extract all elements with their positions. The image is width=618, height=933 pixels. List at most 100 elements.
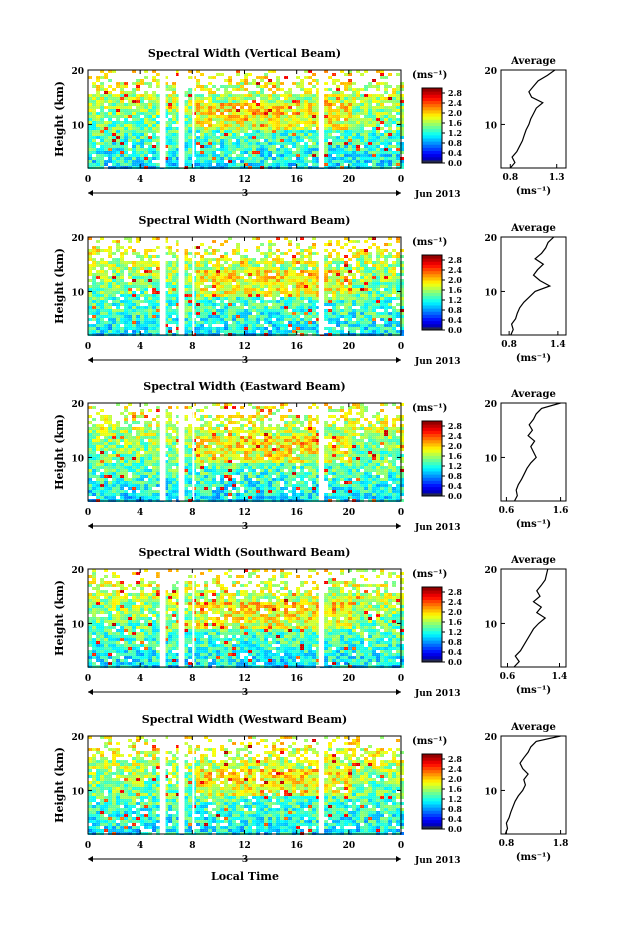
month-label: Jun 2013: [414, 357, 461, 367]
data-gap: [160, 237, 166, 335]
colorbar-tick-label: 0.0: [448, 325, 462, 335]
x-tick-label: 8: [189, 342, 195, 352]
colorbar-segment: [422, 277, 442, 281]
colorbar-tick-label: 0.8: [448, 138, 462, 148]
colorbar-segment: [422, 157, 442, 161]
x-tick-label: 0: [398, 342, 404, 352]
y-tick-label: 20: [71, 234, 84, 244]
x-tick-label: 0: [85, 175, 91, 185]
profile-y-tick-label: 10: [484, 288, 497, 298]
colorbar-segment: [422, 97, 442, 101]
colorbar-segment: [422, 132, 442, 136]
day-axis-end-marker: [396, 357, 401, 363]
x-tick-label: 12: [238, 342, 251, 352]
colorbar-segment: [422, 126, 442, 130]
colorbar-label: (ms⁻¹): [412, 70, 447, 81]
colorbar: 0.00.40.81.21.62.02.42.8(ms⁻¹): [412, 237, 462, 335]
colorbar-segment: [422, 122, 442, 126]
y-tick-label: 10: [71, 121, 84, 131]
colorbar-tick-label: 1.6: [448, 118, 462, 128]
colorbar-segment: [422, 104, 442, 108]
colorbar-segment: [422, 321, 442, 325]
colorbar-tick-label: 0.4: [448, 315, 462, 325]
colorbar-segment: [422, 101, 442, 105]
colorbar-segment: [422, 308, 442, 312]
day-label: 3: [242, 356, 248, 366]
day-axis-start-marker: [88, 190, 93, 196]
colorbar-segment: [422, 274, 442, 278]
colorbar-segment: [422, 147, 442, 151]
colorbar-label: (ms⁻¹): [412, 237, 447, 248]
data-gap: [319, 70, 324, 168]
x-tick-label: 8: [189, 175, 195, 185]
colorbar-segment: [422, 299, 442, 303]
day-axis-end-marker: [396, 190, 401, 196]
colorbar-segment: [422, 280, 442, 284]
colorbar-segment: [422, 110, 442, 114]
profile-title: Average: [510, 223, 556, 234]
day-axis-start-marker: [88, 357, 93, 363]
colorbar-segment: [422, 129, 442, 133]
colorbar-segment: [422, 107, 442, 111]
heatmap-texture: [88, 237, 401, 335]
colorbar-segment: [422, 318, 442, 322]
day-label: 3: [242, 189, 248, 199]
colorbar-segment: [422, 135, 442, 139]
profile-x-tick-label: 1.3: [549, 173, 565, 183]
colorbar-tick-label: 2.8: [448, 88, 462, 98]
colorbar-segment: [422, 91, 442, 95]
profile-x-tick-label: 0.8: [501, 340, 517, 350]
y-axis-label: Height (km): [53, 81, 66, 157]
colorbar-segment: [422, 261, 442, 265]
colorbar-segment: [422, 314, 442, 318]
colorbar-tick-label: 1.6: [448, 285, 462, 295]
colorbar-tick-label: 2.4: [448, 98, 462, 108]
colorbar-tick-label: 2.0: [448, 275, 462, 285]
data-gap: [192, 70, 194, 168]
x-tick-label: 12: [238, 175, 251, 185]
profile-y-tick-label: 10: [484, 121, 497, 131]
profile-x-axis-label: (ms⁻¹): [516, 353, 551, 364]
colorbar-tick-label: 1.2: [448, 295, 462, 305]
colorbar-tick-label: 0.8: [448, 305, 462, 315]
data-gap: [179, 70, 185, 168]
colorbar-segment: [422, 154, 442, 158]
colorbar-segment: [422, 94, 442, 98]
colorbar-segment: [422, 144, 442, 148]
colorbar-segment: [422, 283, 442, 287]
x-tick-label: 20: [343, 342, 356, 352]
profile-title: Average: [510, 56, 556, 67]
profile-x-axis-label: (ms⁻¹): [516, 186, 551, 197]
colorbar-tick-label: 0.4: [448, 148, 462, 158]
colorbar-segment: [422, 116, 442, 120]
colorbar-segment: [422, 141, 442, 145]
colorbar-segment: [422, 293, 442, 297]
x-tick-label: 4: [137, 175, 143, 185]
data-gap: [319, 237, 324, 335]
colorbar-segment: [422, 258, 442, 262]
panel-title: Spectral Width (Vertical Beam): [148, 47, 341, 60]
x-tick-label: 16: [290, 342, 303, 352]
colorbar-segment: [422, 255, 442, 259]
colorbar-segment: [422, 268, 442, 272]
colorbar-segment: [422, 311, 442, 315]
colorbar-segment: [422, 271, 442, 275]
x-tick-label: 16: [290, 175, 303, 185]
profile-x-tick-label: 0.8: [502, 173, 518, 183]
average-profile: Average 10 20 0.8 1.3 (ms⁻¹): [484, 56, 566, 197]
colorbar: 0.00.40.81.21.62.02.42.8(ms⁻¹): [412, 70, 462, 168]
profile-line: [510, 70, 555, 168]
data-gap: [192, 237, 194, 335]
colorbar-segment: [422, 305, 442, 309]
colorbar-tick-label: 0.0: [448, 158, 462, 168]
panel-title: Spectral Width (Eastward Beam): [143, 380, 345, 393]
colorbar-segment: [422, 119, 442, 123]
colorbar-segment: [422, 113, 442, 117]
x-tick-label: 20: [343, 175, 356, 185]
profile-line: [511, 237, 554, 335]
colorbar-tick-label: 2.0: [448, 108, 462, 118]
y-tick-label: 20: [71, 67, 84, 77]
profile-y-tick-label: 20: [484, 67, 497, 77]
